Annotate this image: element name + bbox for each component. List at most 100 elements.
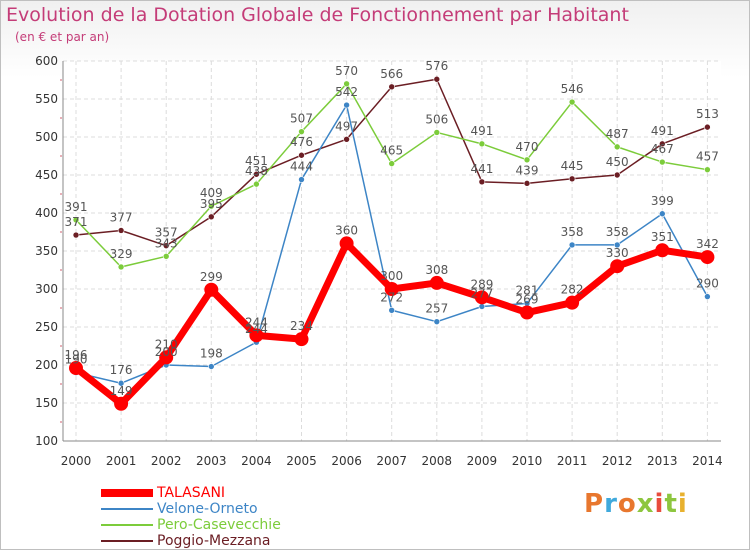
data-point-pero-casevecchie xyxy=(433,129,441,136)
data-label-poggio-mezzana: 377 xyxy=(110,210,133,224)
data-point-pero-casevecchie xyxy=(658,158,666,166)
data-label-pero-casevecchie: 506 xyxy=(425,112,448,126)
x-tick-label: 2008 xyxy=(422,454,453,468)
data-point-pero-casevecchie xyxy=(162,253,170,260)
data-point-velone-orneto xyxy=(117,379,125,387)
logo-letter: x xyxy=(636,489,655,519)
data-point-poggio-mezzana xyxy=(568,175,576,183)
x-tick-label: 2006 xyxy=(331,454,362,468)
y-tick-label: 200 xyxy=(35,358,58,372)
data-label-pero-casevecchie: 465 xyxy=(380,144,403,158)
logo-letter: t xyxy=(664,489,678,519)
logo-letter: P xyxy=(584,489,605,519)
data-label-talasani: 360 xyxy=(335,223,358,237)
data-label-talasani: 210 xyxy=(155,337,178,351)
data-point-talasani xyxy=(339,236,354,251)
data-point-velone-orneto xyxy=(208,363,215,370)
data-label-poggio-mezzana: 450 xyxy=(606,155,629,169)
data-label-talasani: 234 xyxy=(290,319,313,333)
data-label-poggio-mezzana: 566 xyxy=(380,67,403,81)
data-label-velone-orneto: 198 xyxy=(200,347,223,361)
data-label-velone-orneto: 290 xyxy=(696,277,719,291)
data-point-velone-orneto xyxy=(388,306,396,314)
x-tick-label: 2011 xyxy=(557,454,588,468)
data-point-velone-orneto xyxy=(658,210,666,218)
data-label-poggio-mezzana: 395 xyxy=(200,197,223,211)
data-label-talasani: 308 xyxy=(425,263,448,277)
data-label-talasani: 269 xyxy=(516,293,539,307)
x-tick-label: 2009 xyxy=(467,454,498,468)
data-point-talasani xyxy=(655,243,670,258)
data-point-pero-casevecchie xyxy=(298,128,305,135)
data-point-poggio-mezzana xyxy=(162,242,170,249)
y-tick-label: 150 xyxy=(35,396,58,410)
data-label-poggio-mezzana: 357 xyxy=(155,226,178,240)
y-tick-label: 300 xyxy=(35,282,58,296)
x-tick-label: 2012 xyxy=(602,454,633,468)
legend-swatch-poggio-mezzana xyxy=(101,540,153,542)
data-label-talasani: 299 xyxy=(200,270,223,284)
x-tick-label: 2010 xyxy=(512,454,543,468)
data-label-pero-casevecchie: 438 xyxy=(245,164,268,178)
logo-letter: i xyxy=(677,489,688,519)
x-tick-label: 2001 xyxy=(106,454,137,468)
data-label-talasani: 342 xyxy=(696,237,719,251)
data-point-talasani xyxy=(474,290,489,305)
data-label-pero-casevecchie: 329 xyxy=(110,247,133,261)
legend-label-pero-casevecchie: Pero-Casevecchie xyxy=(157,517,281,533)
data-point-talasani xyxy=(204,282,219,297)
data-label-velone-orneto: 444 xyxy=(290,160,313,174)
data-point-pero-casevecchie xyxy=(523,156,531,164)
data-label-pero-casevecchie: 546 xyxy=(561,82,584,96)
x-tick-label: 2014 xyxy=(692,454,723,468)
logo-letter: o xyxy=(617,489,637,519)
data-label-talasani: 282 xyxy=(561,283,584,297)
y-tick-label: 550 xyxy=(35,92,58,106)
data-point-pero-casevecchie xyxy=(568,98,576,106)
data-point-poggio-mezzana xyxy=(704,123,711,131)
y-tick-label: 500 xyxy=(35,130,58,144)
data-point-poggio-mezzana xyxy=(523,180,531,187)
data-point-pero-casevecchie xyxy=(253,180,260,188)
y-tick-label: 400 xyxy=(35,206,58,220)
x-tick-label: 2002 xyxy=(151,454,182,468)
legend-label-talasani: TALASANI xyxy=(157,485,226,501)
data-label-poggio-mezzana: 445 xyxy=(561,159,584,173)
data-point-poggio-mezzana xyxy=(478,178,486,186)
data-label-talasani: 330 xyxy=(606,246,629,260)
data-label-pero-casevecchie: 409 xyxy=(200,186,223,200)
data-label-poggio-mezzana: 491 xyxy=(651,124,674,138)
data-label-talasani: 244 xyxy=(245,315,268,329)
data-point-talasani xyxy=(249,328,264,343)
data-point-pero-casevecchie xyxy=(117,263,125,271)
logo-letter: r xyxy=(604,489,618,519)
data-point-talasani xyxy=(565,295,580,310)
data-point-pero-casevecchie xyxy=(613,143,621,151)
data-point-pero-casevecchie xyxy=(704,166,711,173)
x-tick-label: 2007 xyxy=(376,454,407,468)
y-tick-label: 250 xyxy=(35,320,58,334)
data-label-pero-casevecchie: 467 xyxy=(651,142,674,156)
data-label-velone-orneto: 190 xyxy=(65,353,88,367)
data-point-velone-orneto xyxy=(433,318,441,325)
data-point-talasani xyxy=(159,350,174,365)
legend-label-velone-orneto: Velone-Orneto xyxy=(157,501,258,517)
data-label-velone-orneto: 244 xyxy=(245,322,268,336)
data-point-poggio-mezzana xyxy=(208,213,215,221)
data-label-pero-casevecchie: 487 xyxy=(606,127,629,141)
data-point-poggio-mezzana xyxy=(433,75,441,83)
data-label-pero-casevecchie: 491 xyxy=(470,124,493,138)
data-label-poggio-mezzana: 513 xyxy=(696,107,719,121)
data-point-poggio-mezzana xyxy=(343,135,350,143)
data-point-poggio-mezzana xyxy=(613,171,621,179)
data-label-talasani: 149 xyxy=(110,384,133,398)
data-point-pero-casevecchie xyxy=(478,140,486,148)
data-label-talasani: 196 xyxy=(65,348,88,362)
data-label-velone-orneto: 358 xyxy=(606,225,629,239)
data-label-talasani: 289 xyxy=(470,277,493,291)
data-label-velone-orneto: 399 xyxy=(651,194,674,208)
x-tick-label: 2013 xyxy=(647,454,678,468)
data-point-velone-orneto xyxy=(343,101,350,109)
